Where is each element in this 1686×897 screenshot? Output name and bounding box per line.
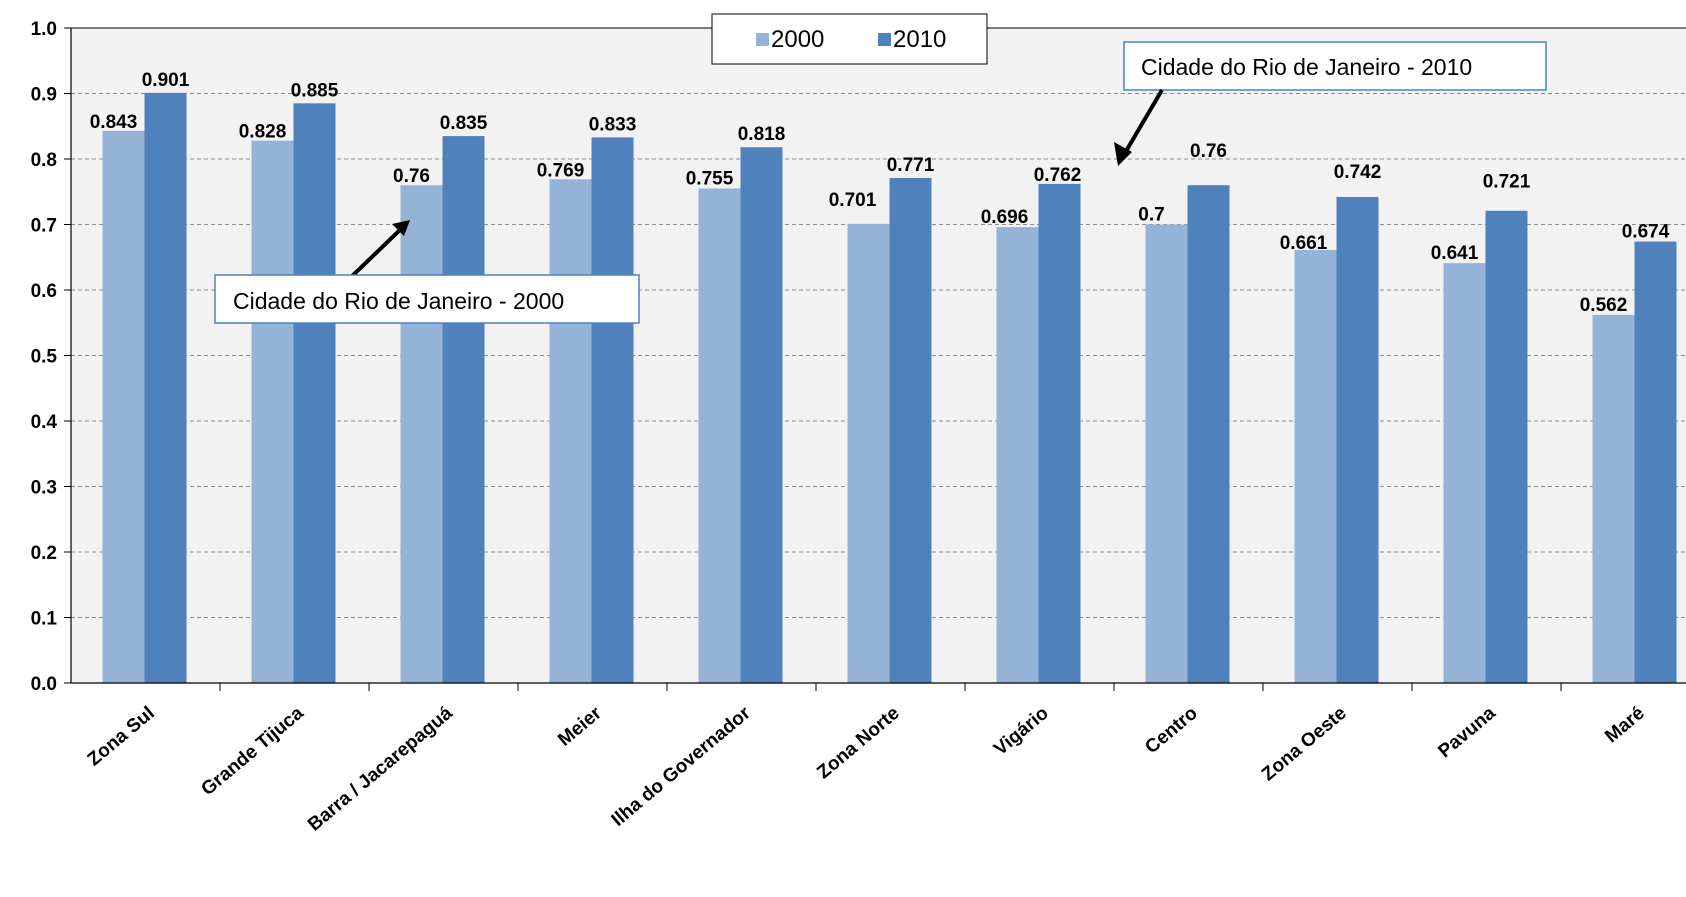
annotation-2000-arrow (346, 226, 404, 282)
data-label-2000: 0.661 (1280, 233, 1328, 254)
data-label-2010: 0.762 (1034, 165, 1082, 186)
bar-2000 (251, 140, 294, 683)
y-tick-label: 0.1 (31, 609, 58, 630)
x-tick-label: Vigário (990, 703, 1053, 760)
bars (102, 92, 1677, 684)
data-label-2000: 0.755 (686, 168, 734, 189)
x-tick-label: Zona Oeste (1258, 703, 1351, 786)
bar-2010 (293, 103, 336, 683)
bar-2000 (1592, 314, 1635, 683)
data-label-2000: 0.7 (1138, 205, 1164, 226)
data-label-2010: 0.885 (291, 80, 339, 101)
bar-2010 (889, 177, 932, 683)
y-tick-label: 0.0 (31, 674, 57, 695)
x-tick-label: Grande Tijuca (197, 702, 308, 800)
bar-2010 (144, 92, 187, 684)
data-label-2000: 0.641 (1431, 243, 1479, 264)
legend-swatch-2000 (756, 33, 769, 46)
bar-2000 (102, 130, 145, 683)
x-tick-label: Meier (554, 702, 606, 750)
bar-2000 (698, 188, 741, 683)
x-tick-label: Ilha do Governador (608, 702, 755, 830)
y-tick-label: 1.0 (31, 19, 57, 40)
annotation-2010-box (1123, 41, 1547, 91)
data-label-2010: 0.721 (1483, 172, 1531, 193)
data-label-2010: 0.771 (887, 155, 935, 176)
legend-label-2010: 2010 (893, 26, 946, 53)
data-label-2010: 0.901 (142, 70, 190, 91)
bar-2000 (1145, 224, 1188, 683)
y-tick-label: 0.9 (31, 85, 57, 106)
x-tick-label: Centro (1141, 703, 1201, 758)
bar-2010 (1187, 185, 1230, 683)
bar-2000 (549, 179, 592, 683)
bar-2010 (442, 136, 485, 683)
annotation-2000-arrowhead (392, 220, 410, 236)
bar-2000 (996, 227, 1039, 683)
bar-2010 (740, 147, 783, 683)
x-tick-label: Maré (1601, 703, 1648, 748)
legend: 2000 2010 (711, 13, 988, 65)
data-label-2000: 0.76 (393, 166, 430, 187)
data-label-2000: 0.769 (537, 160, 585, 181)
y-tick-label: 0.4 (31, 412, 58, 433)
x-tick-label: Pavuna (1434, 702, 1500, 762)
y-tick-label: 0.5 (31, 347, 58, 368)
data-label-2000: 0.701 (829, 190, 877, 211)
x-tick-label: Zona Norte (813, 703, 903, 784)
axes (70, 28, 1686, 684)
annotation-2000: Cidade do Rio de Janeiro - 2000 (214, 220, 640, 324)
data-label-2010: 0.76 (1190, 141, 1227, 162)
bar-2010 (1485, 210, 1528, 683)
y-tick-label: 0.2 (31, 543, 57, 564)
x-tick-label: Zona Sul (84, 703, 159, 771)
y-tick-label: 0.3 (31, 478, 57, 499)
annotation-2010: Cidade do Rio de Janeiro - 2010 (1114, 41, 1547, 166)
legend-label-2000: 2000 (771, 26, 824, 53)
bar-2000 (847, 223, 890, 683)
x-tick-label: Barra / Jacarepaguá (304, 702, 457, 835)
annotation-2000-text: Cidade do Rio de Janeiro - 2000 (233, 288, 564, 314)
data-label-2000: 0.828 (239, 122, 287, 143)
data-label-2010: 0.833 (589, 114, 637, 135)
bar-2010 (1634, 241, 1677, 683)
y-tick-label: 0.7 (31, 216, 57, 237)
bar-2000 (1294, 250, 1337, 684)
annotation-2000-box (214, 274, 640, 324)
data-label-2010: 0.674 (1622, 222, 1670, 243)
data-label-2000: 0.562 (1580, 295, 1628, 316)
data-label-2010: 0.835 (440, 113, 488, 134)
bar-2010 (1336, 196, 1379, 684)
data-label-2000: 0.696 (981, 207, 1029, 228)
bar-2010 (591, 137, 634, 683)
annotation-2010-arrow (1120, 88, 1164, 160)
legend-swatch-2010 (878, 33, 891, 46)
data-label-2000: 0.843 (90, 112, 138, 133)
y-tick-label: 0.6 (31, 281, 57, 302)
annotation-2010-arrowhead (1114, 142, 1132, 166)
y-tick-labels: 0.0 0.1 0.2 0.3 0.4 0.5 0.6 0.7 0.8 0.9 1.0 (31, 19, 58, 695)
bar-2010 (1038, 183, 1081, 683)
y-tick-label: 0.8 (31, 150, 57, 171)
annotation-2010-text: Cidade do Rio de Janeiro - 2010 (1141, 54, 1472, 80)
data-label-2010: 0.742 (1334, 162, 1382, 183)
bar-2000 (1443, 263, 1486, 683)
data-label-2010: 0.818 (738, 124, 786, 145)
reference-lines (145, 154, 1686, 219)
bar-2000 (400, 185, 443, 683)
